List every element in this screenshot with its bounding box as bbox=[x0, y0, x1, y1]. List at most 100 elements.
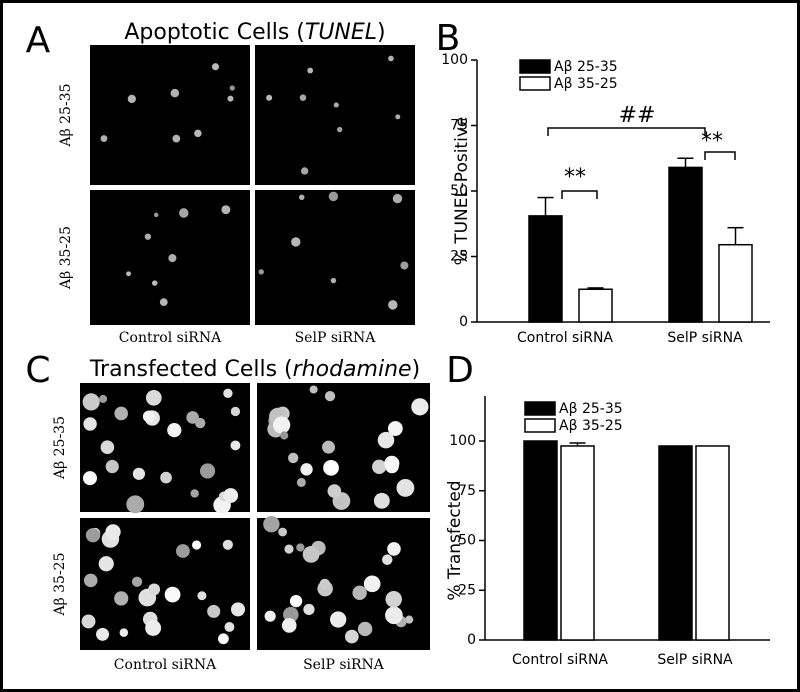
significance-bracket bbox=[704, 151, 736, 160]
x-tick-label: Control siRNA bbox=[517, 330, 613, 346]
cell bbox=[330, 611, 347, 628]
cell bbox=[178, 208, 189, 218]
y-tick-label: 50 bbox=[450, 183, 468, 199]
cell bbox=[405, 615, 414, 624]
cell bbox=[387, 542, 401, 556]
cell bbox=[387, 421, 403, 436]
cell bbox=[223, 388, 233, 399]
cell bbox=[98, 556, 114, 572]
cell bbox=[186, 411, 199, 424]
cell bbox=[191, 540, 202, 550]
cell bbox=[99, 394, 108, 403]
cell bbox=[230, 406, 241, 417]
cell bbox=[284, 544, 294, 554]
title-text: ) bbox=[377, 20, 386, 45]
cell bbox=[224, 622, 235, 632]
row-label: Aβ 35-25 bbox=[58, 226, 74, 290]
cell bbox=[223, 488, 239, 503]
column-label: Control siRNA bbox=[119, 330, 222, 346]
cell bbox=[395, 114, 401, 120]
cell bbox=[385, 590, 402, 608]
panel-label: A bbox=[26, 20, 51, 61]
legend-swatch bbox=[524, 418, 556, 433]
y-tick-label: 25 bbox=[450, 249, 468, 265]
legend-label: Aβ 25-35 bbox=[559, 401, 623, 417]
cell bbox=[373, 492, 390, 509]
x-tick-label: SelP siRNA bbox=[657, 652, 733, 668]
cell bbox=[82, 393, 100, 411]
cell bbox=[327, 484, 342, 498]
cell bbox=[291, 237, 301, 247]
cell bbox=[357, 621, 373, 637]
legend-swatch bbox=[524, 401, 556, 416]
cell bbox=[283, 606, 299, 623]
cell bbox=[388, 55, 394, 62]
legend-label: Aβ 35-25 bbox=[559, 418, 623, 434]
cell bbox=[330, 277, 337, 284]
bar bbox=[528, 215, 563, 323]
cell bbox=[411, 398, 429, 416]
significance-label: ** bbox=[701, 129, 723, 154]
panel-title: Apoptotic Cells (TUNEL) bbox=[124, 20, 385, 45]
cell bbox=[392, 193, 403, 204]
legend-label: Aβ 25-35 bbox=[554, 59, 618, 75]
cell bbox=[114, 591, 129, 606]
cell bbox=[344, 629, 359, 644]
cell bbox=[299, 194, 305, 201]
y-tick-label: 0 bbox=[459, 314, 468, 330]
micrograph bbox=[255, 190, 415, 325]
cell bbox=[81, 614, 96, 629]
cell bbox=[288, 452, 299, 464]
cell bbox=[105, 524, 121, 540]
cell bbox=[144, 233, 152, 240]
y-tick-label: 0 bbox=[467, 632, 476, 648]
cell bbox=[172, 134, 181, 143]
cell bbox=[148, 583, 161, 596]
cell bbox=[131, 576, 143, 587]
cell bbox=[168, 254, 177, 263]
cell bbox=[153, 212, 159, 218]
cell bbox=[159, 298, 168, 307]
cell bbox=[300, 463, 313, 476]
y-tick-label: 25 bbox=[458, 582, 476, 598]
column-label: SelP siRNA bbox=[295, 330, 377, 346]
cell bbox=[175, 544, 190, 558]
cell bbox=[384, 455, 400, 471]
cell bbox=[278, 527, 288, 537]
y-tick-label: 100 bbox=[449, 433, 476, 449]
cell bbox=[258, 269, 264, 275]
micrograph bbox=[257, 518, 430, 650]
title-italic: rhodamine bbox=[293, 357, 412, 382]
cell bbox=[281, 618, 297, 633]
x-tick-label: SelP siRNA bbox=[667, 330, 743, 346]
cell bbox=[296, 477, 306, 487]
y-tick-label: 100 bbox=[441, 52, 468, 68]
bar bbox=[578, 288, 613, 323]
column-label: Control siRNA bbox=[114, 657, 217, 673]
row-label: Aβ 35-25 bbox=[52, 552, 68, 616]
bar bbox=[560, 445, 595, 641]
cell bbox=[352, 585, 367, 601]
cell bbox=[264, 610, 276, 622]
cell bbox=[388, 300, 398, 310]
y-tick-label: 50 bbox=[458, 533, 476, 549]
panel-label: C bbox=[25, 350, 50, 391]
cell bbox=[160, 471, 172, 484]
cell bbox=[207, 604, 221, 618]
cell bbox=[126, 271, 131, 277]
panel-title: Transfected Cells (rhodamine) bbox=[89, 357, 420, 382]
y-axis-label: % Transfected bbox=[445, 480, 465, 600]
significance-bracket bbox=[547, 127, 706, 136]
row-label: Aβ 25-35 bbox=[58, 83, 74, 147]
cell bbox=[100, 440, 115, 454]
y-tick-label: 75 bbox=[450, 118, 468, 134]
cell bbox=[194, 129, 202, 138]
bar bbox=[718, 243, 753, 323]
panel-label: B bbox=[436, 18, 461, 59]
cell bbox=[227, 95, 234, 102]
cell bbox=[263, 516, 280, 533]
significance-label: ** bbox=[564, 165, 586, 190]
legend-swatch bbox=[519, 59, 551, 74]
row-label: Aβ 25-35 bbox=[52, 416, 68, 480]
